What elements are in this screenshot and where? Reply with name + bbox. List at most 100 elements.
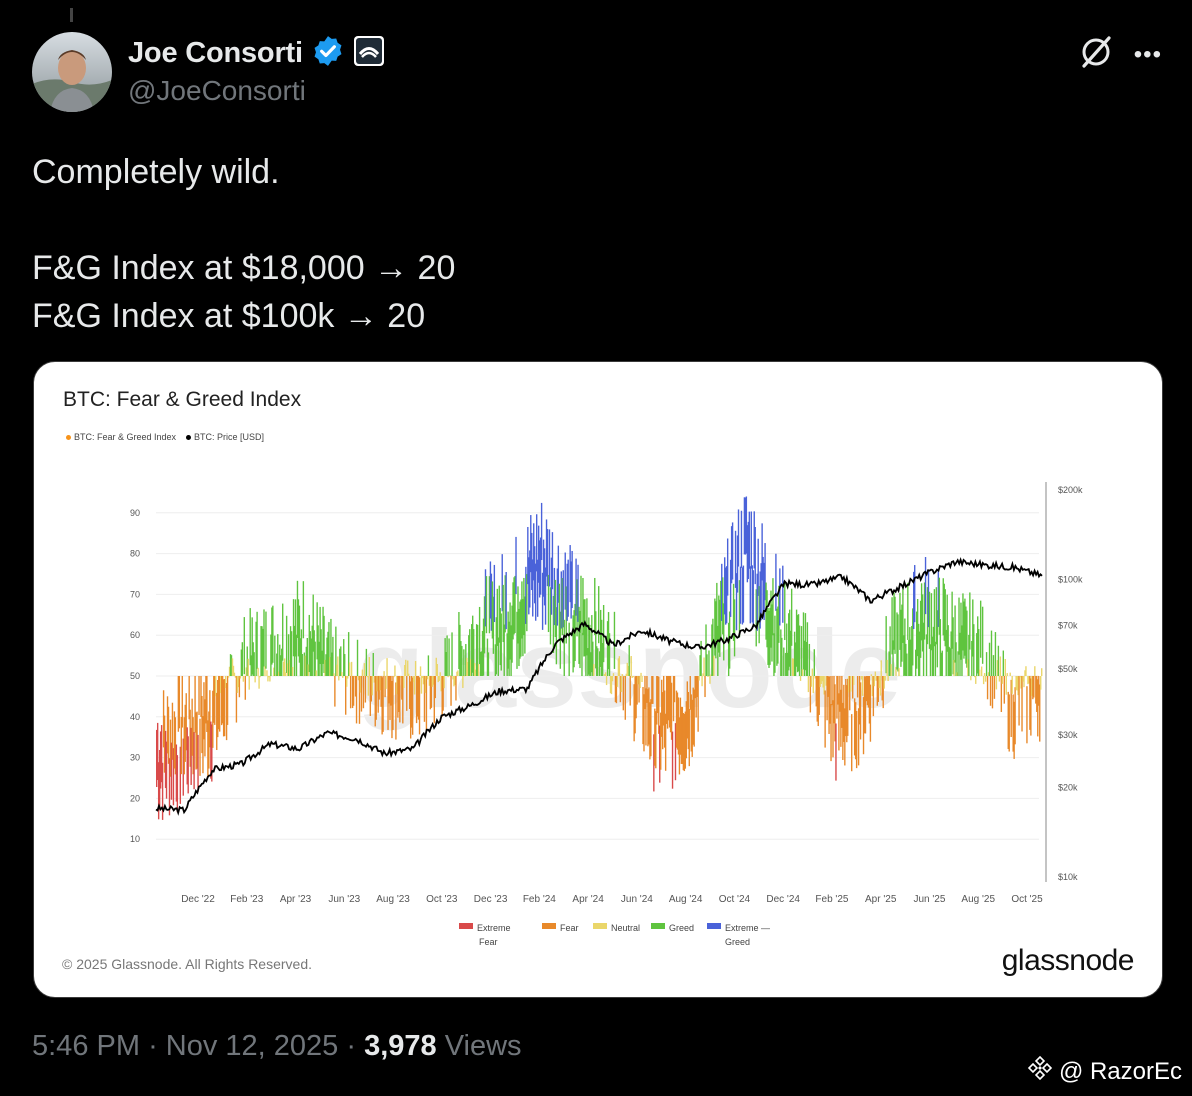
fg-bar bbox=[423, 676, 426, 722]
fg-bar bbox=[596, 646, 598, 676]
fg-bar bbox=[1015, 676, 1017, 690]
fg-bar bbox=[286, 663, 289, 676]
fg-bar bbox=[174, 717, 177, 775]
fg-bar bbox=[571, 550, 573, 609]
fg-bar bbox=[558, 583, 561, 641]
fg-bar bbox=[623, 676, 625, 678]
fg-bar bbox=[206, 676, 208, 732]
fg-bar bbox=[926, 587, 929, 645]
fg-bar bbox=[617, 658, 620, 676]
fg-bar bbox=[319, 606, 321, 665]
tweet-text: Completely wild. F&G Index at $18,000 → … bbox=[32, 148, 1152, 340]
fg-bar bbox=[525, 566, 527, 624]
fg-bar bbox=[440, 676, 442, 692]
fg-bar bbox=[499, 607, 501, 666]
fg-bar bbox=[282, 603, 284, 661]
fg-bar bbox=[425, 676, 428, 733]
fg-bar bbox=[863, 676, 866, 734]
fg-bar bbox=[236, 676, 239, 693]
fg-bar bbox=[802, 612, 805, 670]
fg-bar bbox=[546, 529, 549, 587]
fg-bar bbox=[276, 653, 278, 676]
fg-bar bbox=[233, 672, 236, 676]
fg-bar bbox=[781, 637, 783, 676]
fg-bar bbox=[268, 676, 270, 678]
fg-bar bbox=[505, 572, 507, 630]
fg-bar bbox=[159, 731, 162, 789]
fg-bar bbox=[156, 722, 159, 781]
fg-bar bbox=[745, 496, 748, 554]
fg-bar bbox=[578, 606, 580, 664]
fg-bar bbox=[373, 676, 375, 683]
fg-bar bbox=[788, 609, 791, 667]
media-card[interactable]: BTC: Fear & Greed Index BTC: Fear & Gree… bbox=[33, 361, 1163, 998]
fg-bar bbox=[443, 676, 445, 689]
fg-bar bbox=[921, 594, 924, 652]
handle[interactable]: @JoeConsorti bbox=[128, 75, 306, 106]
grok-icon[interactable] bbox=[1078, 34, 1114, 75]
fg-bar bbox=[798, 625, 801, 676]
fg-bar bbox=[417, 676, 420, 720]
fg-bar bbox=[719, 599, 721, 657]
fg-bar bbox=[291, 666, 294, 676]
fg-bar bbox=[600, 619, 603, 676]
fg-bar bbox=[588, 617, 590, 675]
fg-bar bbox=[452, 676, 454, 680]
fg-bar bbox=[731, 522, 734, 580]
fg-bar bbox=[808, 643, 811, 676]
fg-bar bbox=[542, 539, 545, 597]
more-icon[interactable]: ••• bbox=[1133, 40, 1162, 68]
verified-badge-icon[interactable] bbox=[311, 34, 345, 73]
fg-bar bbox=[683, 713, 686, 772]
legend-swatch bbox=[459, 923, 473, 929]
fg-bar bbox=[851, 714, 853, 772]
fg-bar bbox=[984, 676, 987, 682]
fg-bar bbox=[567, 559, 569, 617]
fg-bar bbox=[668, 676, 671, 728]
fg-bar bbox=[855, 711, 858, 769]
display-name[interactable]: Joe Consorti bbox=[128, 37, 303, 69]
fg-bar bbox=[219, 676, 221, 732]
fg-bar bbox=[658, 676, 660, 734]
fg-bar bbox=[347, 632, 350, 676]
fg-bar bbox=[1038, 676, 1040, 706]
fg-bar bbox=[333, 673, 335, 676]
fg-bar bbox=[342, 676, 344, 678]
fg-bar bbox=[391, 680, 393, 739]
fg-bar bbox=[255, 621, 257, 676]
fg-bar bbox=[405, 659, 407, 676]
fg-bar bbox=[928, 591, 931, 649]
fg-bar bbox=[514, 575, 516, 634]
fg-bar bbox=[645, 688, 647, 746]
fg-bar bbox=[245, 667, 247, 676]
fg-bar bbox=[341, 672, 343, 676]
fg-bar bbox=[935, 587, 938, 645]
fg-bar bbox=[475, 624, 478, 676]
fg-bar bbox=[175, 744, 178, 802]
fg-bar bbox=[746, 525, 749, 583]
tweet-time[interactable]: 5:46 PM bbox=[32, 1030, 140, 1062]
fg-bar bbox=[338, 676, 340, 681]
fg-bar bbox=[312, 594, 314, 652]
fg-bar bbox=[725, 567, 727, 625]
fg-bar bbox=[901, 604, 903, 662]
fg-bar bbox=[483, 596, 486, 654]
fg-bar bbox=[1018, 676, 1020, 726]
fg-bar bbox=[282, 661, 285, 676]
fg-bar bbox=[723, 603, 725, 661]
x-tick-label: Oct '24 bbox=[719, 894, 751, 905]
tweet-date[interactable]: Nov 12, 2025 bbox=[165, 1030, 339, 1062]
avatar[interactable] bbox=[32, 32, 112, 112]
fg-bar bbox=[624, 676, 626, 720]
fg-bar bbox=[413, 676, 416, 695]
fg-bar bbox=[903, 635, 905, 676]
fg-bar bbox=[846, 685, 848, 743]
fg-bar bbox=[203, 682, 205, 740]
affiliate-badge-icon[interactable] bbox=[353, 35, 385, 72]
fg-bar bbox=[655, 711, 657, 769]
fg-bar bbox=[253, 652, 255, 676]
fg-bar bbox=[744, 497, 747, 555]
fg-bar bbox=[920, 583, 923, 641]
fg-bar bbox=[418, 677, 421, 735]
fg-bar bbox=[449, 675, 451, 677]
